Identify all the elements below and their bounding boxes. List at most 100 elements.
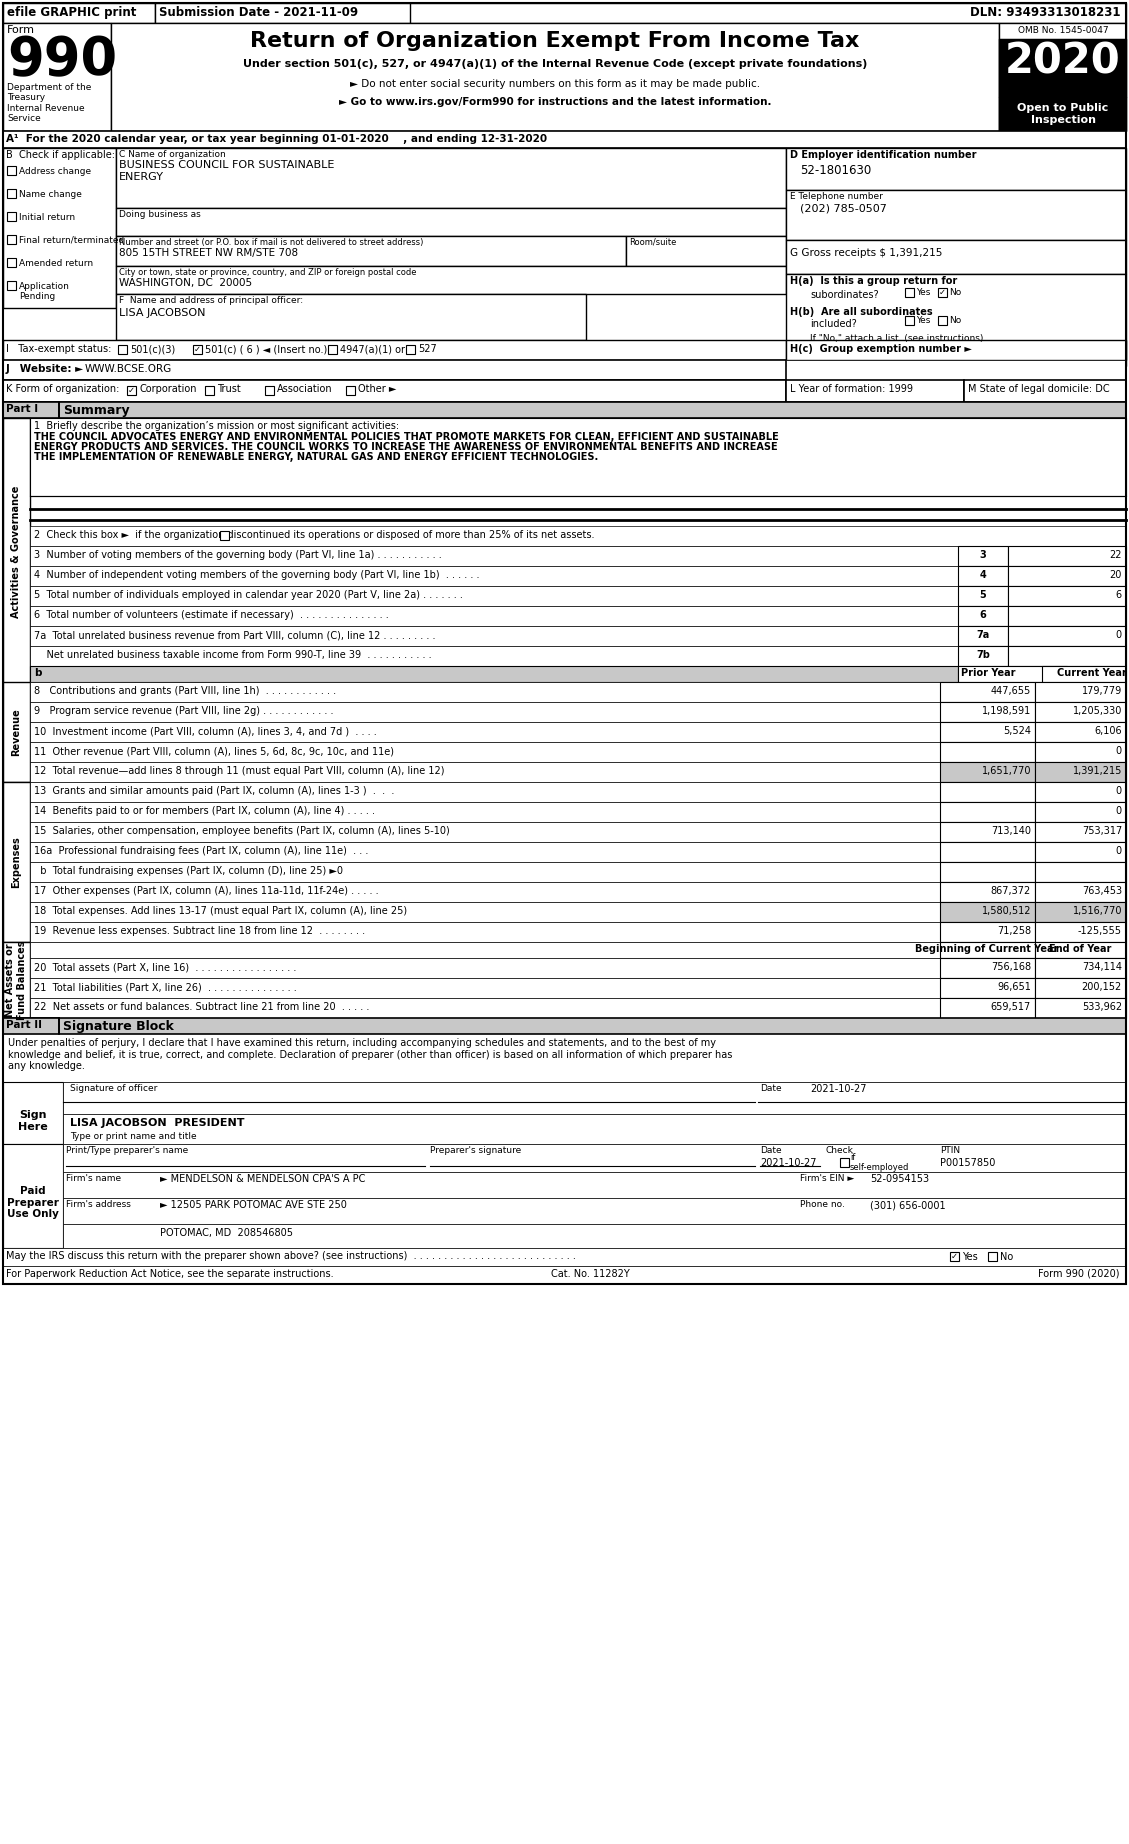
Text: 10  Investment income (Part VIII, column (A), lines 3, 4, and 7d )  . . . .: 10 Investment income (Part VIII, column …	[34, 727, 377, 736]
Bar	[959, 607, 1008, 625]
Text: DLN: 93493313018231: DLN: 93493313018231	[970, 6, 1120, 18]
Bar	[116, 266, 786, 293]
Bar	[1035, 902, 1126, 922]
Bar	[940, 959, 1035, 977]
Text: Trust: Trust	[217, 384, 240, 395]
Text: For Paperwork Reduction Act Notice, see the separate instructions.: For Paperwork Reduction Act Notice, see …	[6, 1269, 334, 1280]
Bar	[1035, 822, 1126, 843]
Text: 71,258: 71,258	[997, 926, 1031, 937]
Bar	[30, 762, 940, 782]
Text: b  Total fundraising expenses (Part IX, column (D), line 25) ►0: b Total fundraising expenses (Part IX, c…	[34, 867, 343, 876]
Text: WWW.BCSE.ORG: WWW.BCSE.ORG	[85, 363, 173, 374]
Bar	[30, 645, 959, 666]
Text: 4947(a)(1) or: 4947(a)(1) or	[340, 345, 405, 354]
Text: 2020: 2020	[1005, 41, 1121, 83]
Text: ✓: ✓	[194, 345, 201, 354]
Text: 734,114: 734,114	[1082, 963, 1122, 972]
Text: Other ►: Other ►	[358, 384, 396, 395]
Text: 0: 0	[1115, 747, 1122, 756]
Text: LISA JACOBSON  PRESIDENT: LISA JACOBSON PRESIDENT	[70, 1117, 245, 1129]
Bar	[30, 607, 959, 625]
Text: Part I: Part I	[6, 404, 38, 415]
Text: Initial return: Initial return	[19, 214, 76, 221]
Bar	[786, 240, 1126, 275]
Text: ✓: ✓	[951, 1252, 959, 1261]
Text: efile GRAPHIC print: efile GRAPHIC print	[7, 6, 137, 18]
Bar	[940, 723, 1035, 741]
Bar	[30, 419, 1126, 496]
Text: Preparer's signature: Preparer's signature	[430, 1145, 522, 1154]
Text: ENERGY PRODUCTS AND SERVICES. THE COUNCIL WORKS TO INCREASE THE AWARENESS OF ENV: ENERGY PRODUCTS AND SERVICES. THE COUNCI…	[34, 443, 778, 452]
Bar	[786, 275, 1126, 293]
Text: B  Check if applicable:: B Check if applicable:	[6, 149, 115, 160]
Text: 1,205,330: 1,205,330	[1073, 706, 1122, 715]
Bar	[786, 275, 1126, 365]
Text: 990: 990	[7, 33, 117, 87]
Bar	[1035, 998, 1126, 1018]
Text: 200,152: 200,152	[1082, 983, 1122, 992]
Bar	[7, 280, 16, 290]
Text: 179,779: 179,779	[1082, 686, 1122, 695]
Text: Address change: Address change	[19, 168, 91, 175]
Bar	[30, 881, 940, 902]
Bar	[30, 723, 940, 741]
Bar	[1035, 977, 1126, 998]
Text: Application
Pending: Application Pending	[19, 282, 70, 301]
Text: 0: 0	[1115, 846, 1122, 856]
Text: POTOMAC, MD  208546805: POTOMAC, MD 208546805	[160, 1228, 294, 1237]
Bar	[940, 741, 1035, 762]
Text: Under penalties of perjury, I declare that I have examined this return, includin: Under penalties of perjury, I declare th…	[8, 1038, 733, 1071]
Bar	[3, 402, 1126, 419]
Text: Phone no.: Phone no.	[800, 1200, 844, 1210]
Bar	[126, 385, 135, 395]
Bar	[3, 4, 155, 22]
Text: ► Do not enter social security numbers on this form as it may be made public.: ► Do not enter social security numbers o…	[350, 79, 760, 89]
Text: May the IRS discuss this return with the preparer shown above? (see instructions: May the IRS discuss this return with the…	[6, 1250, 576, 1261]
Text: City or town, state or province, country, and ZIP or foreign postal code: City or town, state or province, country…	[119, 267, 417, 277]
Text: 17  Other expenses (Part IX, column (A), lines 11a-11d, 11f-24e) . . . . .: 17 Other expenses (Part IX, column (A), …	[34, 885, 378, 896]
Text: 18  Total expenses. Add lines 13-17 (must equal Part IX, column (A), line 25): 18 Total expenses. Add lines 13-17 (must…	[34, 905, 408, 916]
Text: 6  Total number of volunteers (estimate if necessary)  . . . . . . . . . . . . .: 6 Total number of volunteers (estimate i…	[34, 610, 388, 620]
Bar	[119, 345, 126, 354]
Text: 6: 6	[1115, 590, 1122, 599]
Text: 22  Net assets or fund balances. Subtract line 21 from line 20  . . . . .: 22 Net assets or fund balances. Subtract…	[34, 1001, 369, 1012]
Bar	[1008, 546, 1126, 566]
Bar	[959, 586, 1008, 607]
Text: Date: Date	[760, 1145, 781, 1154]
Text: 1,580,512: 1,580,512	[981, 905, 1031, 916]
Bar	[205, 385, 215, 395]
Bar	[786, 148, 1126, 190]
Text: L Year of formation: 1999: L Year of formation: 1999	[790, 384, 913, 395]
Bar	[220, 531, 229, 540]
Text: 5,524: 5,524	[1003, 727, 1031, 736]
Bar	[1035, 723, 1126, 741]
Text: End of Year: End of Year	[1049, 944, 1111, 953]
Text: Check: Check	[825, 1145, 852, 1154]
Text: Signature of officer: Signature of officer	[70, 1084, 157, 1093]
Bar	[63, 1224, 1126, 1248]
Text: Firm's EIN ►: Firm's EIN ►	[800, 1175, 855, 1184]
Text: H(a)  Is this a group return for: H(a) Is this a group return for	[790, 277, 957, 286]
Bar	[3, 22, 111, 131]
Bar	[3, 402, 59, 419]
Text: 867,372: 867,372	[991, 885, 1031, 896]
Bar	[30, 959, 940, 977]
Text: 533,962: 533,962	[1082, 1001, 1122, 1012]
Text: 19  Revenue less expenses. Subtract line 18 from line 12  . . . . . . . .: 19 Revenue less expenses. Subtract line …	[34, 926, 365, 937]
Text: PTIN: PTIN	[940, 1145, 960, 1154]
Text: Type or print name and title: Type or print name and title	[70, 1132, 196, 1141]
Bar	[940, 861, 1035, 881]
Text: 1,391,215: 1,391,215	[1073, 765, 1122, 776]
Bar	[905, 288, 914, 297]
Bar	[3, 782, 30, 942]
Bar	[3, 4, 1126, 1283]
Bar	[3, 1143, 63, 1248]
Bar	[63, 1173, 1126, 1199]
Bar	[116, 236, 625, 266]
Text: 527: 527	[418, 345, 437, 354]
Text: Department of the
Treasury
Internal Revenue
Service: Department of the Treasury Internal Reve…	[7, 83, 91, 124]
Bar	[1008, 566, 1126, 586]
Bar	[959, 625, 1008, 645]
Bar	[345, 385, 355, 395]
Bar	[30, 625, 959, 645]
